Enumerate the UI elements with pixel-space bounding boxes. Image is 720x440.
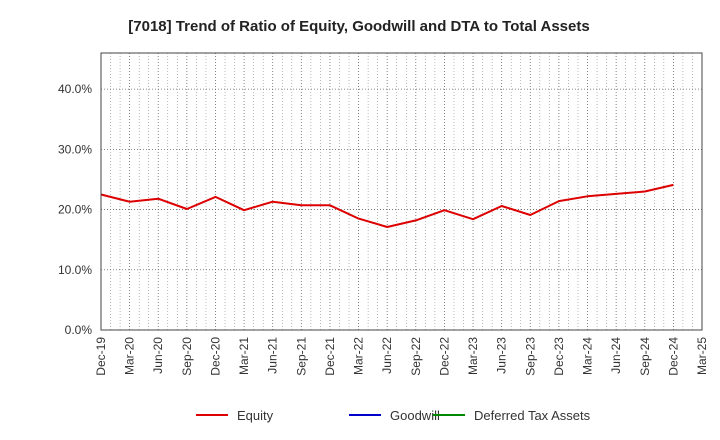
x-tick-label: Sep-21	[294, 337, 308, 376]
x-tick-label: Mar-23	[466, 337, 480, 375]
y-tick-label: 30.0%	[58, 142, 92, 156]
x-tick-label: Sep-24	[638, 337, 652, 376]
x-tick-label: Dec-23	[552, 337, 566, 376]
x-tick-label: Dec-21	[323, 337, 337, 376]
x-tick-label: Dec-24	[666, 337, 680, 376]
x-tick-label: Dec-20	[208, 337, 222, 376]
grid	[100, 53, 703, 331]
y-tick-label: 0.0%	[65, 323, 93, 337]
y-tick-label: 40.0%	[58, 82, 92, 96]
x-tick-label: Sep-20	[180, 337, 194, 376]
series-layer	[100, 183, 674, 228]
x-tick-label: Mar-21	[237, 337, 251, 375]
x-axis: Dec-19 Mar-20 Jun-20 Sep-20 Dec-20 Mar-21 Jun-…	[94, 337, 709, 376]
legend-label: Deferred Tax Assets	[474, 408, 591, 423]
x-tick-label: Jun-22	[380, 337, 394, 374]
legend-label: Goodwill	[390, 408, 440, 423]
x-tick-label: Jun-20	[151, 337, 165, 374]
x-tick-label: Sep-22	[409, 337, 423, 376]
x-tick-label: Jun-21	[266, 337, 280, 374]
legend-label: Equity	[237, 408, 274, 423]
x-tick-label: Dec-19	[94, 337, 108, 376]
legend: Equity Goodwill Deferred Tax Assets	[196, 408, 591, 423]
x-tick-label: Jun-23	[495, 337, 509, 374]
chart-title: [7018] Trend of Ratio of Equity, Goodwil…	[128, 18, 589, 35]
y-tick-label: 20.0%	[58, 203, 92, 217]
x-tick-label: Mar-22	[352, 337, 366, 375]
x-tick-label: Mar-20	[123, 337, 137, 375]
x-tick-label: Mar-24	[581, 337, 595, 375]
y-tick-label: 10.0%	[58, 263, 92, 277]
x-tick-label: Dec-22	[437, 337, 451, 376]
y-axis: 0.0% 10.0% 20.0% 30.0% 40.0%	[58, 82, 92, 337]
series-line-equity	[100, 183, 674, 228]
x-tick-label: Jun-24	[609, 337, 623, 374]
plot-area-border	[100, 52, 703, 331]
x-tick-label: Sep-23	[523, 337, 537, 376]
x-tick-label: Mar-25	[695, 337, 709, 375]
